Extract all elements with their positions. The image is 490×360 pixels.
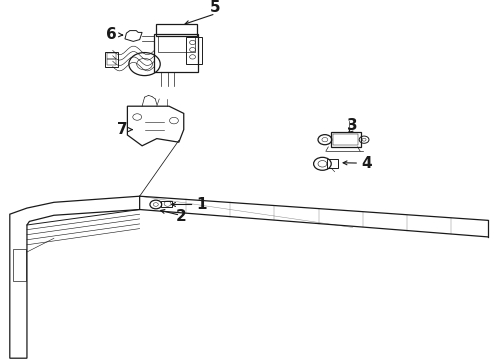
Text: 2: 2 [176,209,187,224]
Bar [154,34,198,72]
Bar [107,59,116,65]
Bar [107,53,116,59]
Bar [161,201,171,207]
Bar [13,249,26,281]
Bar [331,132,361,147]
Bar [158,36,195,52]
Bar [327,159,338,168]
Bar [105,52,118,67]
Text: 3: 3 [347,118,358,133]
Text: 4: 4 [361,156,372,171]
Text: 7: 7 [117,122,128,137]
Bar [156,24,197,36]
Bar [333,134,358,145]
Text: 6: 6 [106,27,117,42]
Text: 1: 1 [196,197,207,212]
Text: 5: 5 [210,0,221,15]
Bar [186,37,202,64]
